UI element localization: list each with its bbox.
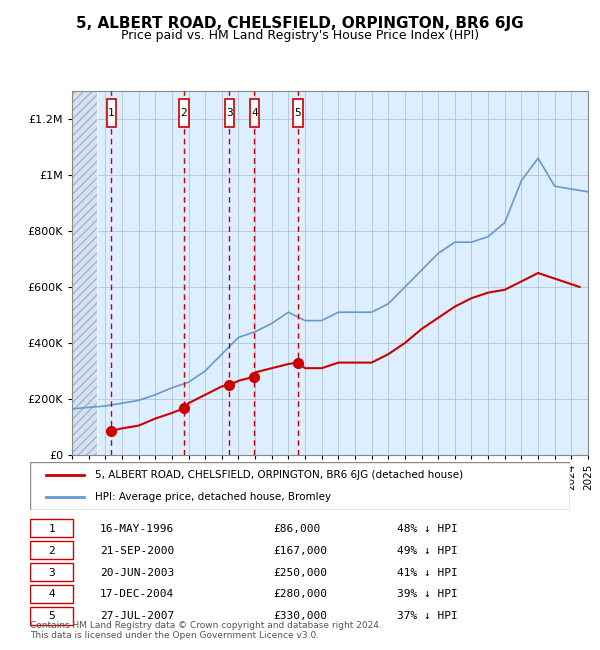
Text: 2: 2 [181,109,187,118]
FancyBboxPatch shape [30,606,73,625]
Text: £86,000: £86,000 [273,524,320,534]
FancyBboxPatch shape [30,563,73,581]
Text: 1: 1 [108,109,115,118]
Bar [72,91,97,455]
Text: 5: 5 [295,109,301,118]
Text: 4: 4 [48,590,55,599]
Text: Contains HM Land Registry data © Crown copyright and database right 2024.
This d: Contains HM Land Registry data © Crown c… [30,621,382,640]
FancyBboxPatch shape [179,99,189,127]
Text: 16-MAY-1996: 16-MAY-1996 [100,524,175,534]
Text: 4: 4 [251,109,258,118]
Text: 5, ALBERT ROAD, CHELSFIELD, ORPINGTON, BR6 6JG: 5, ALBERT ROAD, CHELSFIELD, ORPINGTON, B… [76,16,524,31]
Text: 21-SEP-2000: 21-SEP-2000 [100,545,175,556]
Text: 48% ↓ HPI: 48% ↓ HPI [397,524,458,534]
Text: 17-DEC-2004: 17-DEC-2004 [100,590,175,599]
Text: £280,000: £280,000 [273,590,327,599]
Text: £250,000: £250,000 [273,567,327,578]
Text: 5: 5 [48,611,55,621]
FancyBboxPatch shape [224,99,235,127]
FancyBboxPatch shape [250,99,259,127]
Text: Price paid vs. HM Land Registry's House Price Index (HPI): Price paid vs. HM Land Registry's House … [121,29,479,42]
Text: 27-JUL-2007: 27-JUL-2007 [100,611,175,621]
Text: 3: 3 [48,567,55,578]
Text: £167,000: £167,000 [273,545,327,556]
Text: 49% ↓ HPI: 49% ↓ HPI [397,545,458,556]
Text: 41% ↓ HPI: 41% ↓ HPI [397,567,458,578]
FancyBboxPatch shape [30,585,73,603]
Text: 3: 3 [226,109,233,118]
Text: 1: 1 [48,524,55,534]
Text: 39% ↓ HPI: 39% ↓ HPI [397,590,458,599]
Text: HPI: Average price, detached house, Bromley: HPI: Average price, detached house, Brom… [95,491,331,502]
Text: 2: 2 [48,545,55,556]
Text: 37% ↓ HPI: 37% ↓ HPI [397,611,458,621]
Text: 5, ALBERT ROAD, CHELSFIELD, ORPINGTON, BR6 6JG (detached house): 5, ALBERT ROAD, CHELSFIELD, ORPINGTON, B… [95,470,463,480]
Text: £330,000: £330,000 [273,611,327,621]
Text: 20-JUN-2003: 20-JUN-2003 [100,567,175,578]
FancyBboxPatch shape [30,462,570,510]
FancyBboxPatch shape [30,519,73,537]
FancyBboxPatch shape [107,99,116,127]
Bar [72,91,97,455]
FancyBboxPatch shape [30,541,73,559]
FancyBboxPatch shape [293,99,303,127]
